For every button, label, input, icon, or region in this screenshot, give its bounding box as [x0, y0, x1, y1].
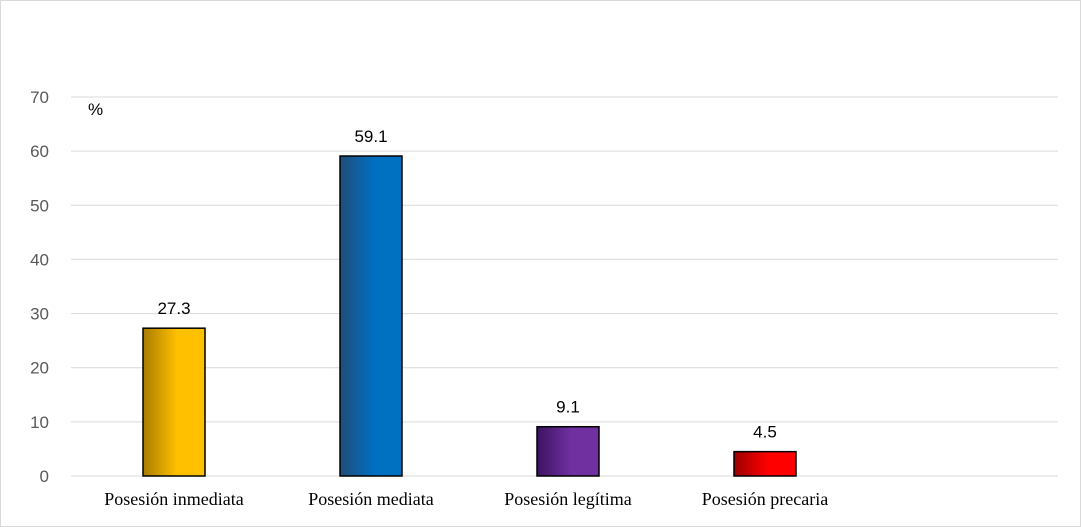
- bar: [142, 327, 206, 477]
- x-axis-category-labels: Posesión inmediata Posesión mediata Posesi…: [104, 489, 828, 509]
- bar: [339, 155, 403, 477]
- category-label: Posesión precaria: [702, 489, 828, 509]
- y-tick-label: 10: [30, 413, 49, 432]
- y-axis-unit-label: %: [88, 100, 103, 119]
- data-label: 27.3: [157, 299, 190, 318]
- y-tick-label: 30: [30, 305, 49, 324]
- gridlines: [71, 96, 1058, 477]
- category-label: Posesión mediata: [308, 489, 433, 509]
- data-labels: 27.3 59.1 9.1 4.5: [157, 127, 776, 442]
- y-tick-label: 20: [30, 359, 49, 378]
- bar: [536, 425, 600, 477]
- category-label: Posesión legítima: [504, 489, 632, 509]
- data-label: 59.1: [354, 127, 387, 146]
- category-label: Posesión inmediata: [104, 489, 243, 509]
- y-tick-label: 50: [30, 196, 49, 215]
- bar: [733, 450, 797, 477]
- y-tick-label: 0: [40, 467, 49, 486]
- y-tick-label: 40: [30, 250, 49, 269]
- data-label: 4.5: [753, 423, 777, 442]
- y-tick-label: 70: [30, 88, 49, 107]
- y-axis-tick-labels: 0 10 20 30 40 50 60 70: [30, 88, 49, 486]
- data-label: 9.1: [556, 398, 580, 417]
- y-tick-label: 60: [30, 142, 49, 161]
- bars: [142, 155, 797, 477]
